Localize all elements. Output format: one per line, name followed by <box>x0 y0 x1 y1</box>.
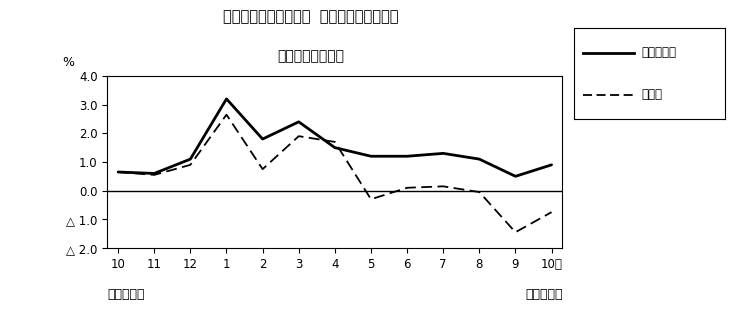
Text: %: % <box>62 56 74 69</box>
Text: 製造業: 製造業 <box>642 88 663 101</box>
Text: 調査産業計: 調査産業計 <box>642 46 677 59</box>
Text: 平成２３年: 平成２３年 <box>525 288 562 301</box>
Text: 第３図　常用雇用指数  対前年同月比の推移: 第３図 常用雇用指数 対前年同月比の推移 <box>223 9 399 24</box>
Text: 平成２２年: 平成２２年 <box>107 288 145 301</box>
Text: （規模５人以上）: （規模５人以上） <box>278 50 344 64</box>
